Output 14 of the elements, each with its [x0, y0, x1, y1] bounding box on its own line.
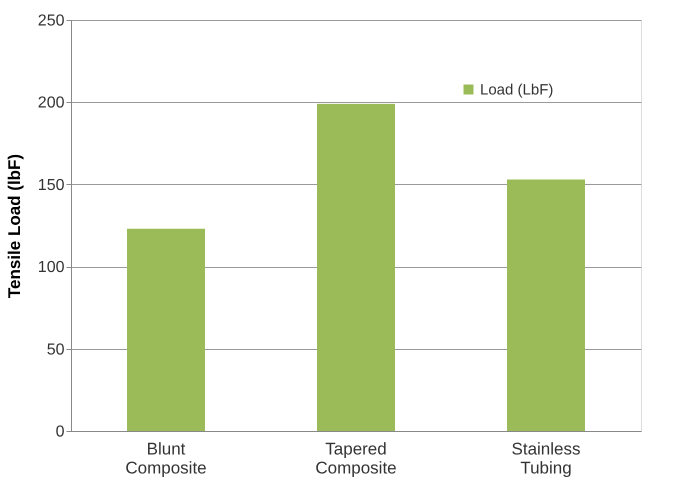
y-tick-label: 50: [46, 341, 65, 358]
y-tick-label: 250: [38, 12, 65, 30]
y-tick-label: 200: [38, 94, 65, 112]
y-tick-label: 150: [38, 176, 65, 194]
bar: [317, 104, 395, 431]
y-tick-label: 0: [56, 424, 65, 440]
y-tick-label: 100: [38, 259, 65, 276]
legend-label: Load (LbF): [480, 82, 554, 98]
x-tick-label: Stainless Tubing: [512, 440, 580, 478]
y-axis-title: Tensile Load (lbF): [4, 154, 24, 298]
bar: [127, 228, 205, 431]
x-tick-label: Blunt Composite: [125, 440, 207, 478]
bar: [507, 179, 585, 431]
x-tick-label: Tapered Composite: [315, 440, 397, 478]
